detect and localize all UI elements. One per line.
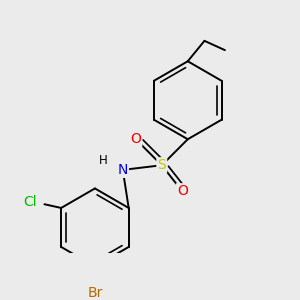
Text: N: N — [118, 163, 128, 177]
Text: O: O — [130, 132, 141, 146]
Text: H: H — [99, 154, 108, 167]
Text: O: O — [177, 184, 188, 198]
Text: Cl: Cl — [24, 195, 37, 209]
Text: Br: Br — [87, 286, 103, 300]
Text: S: S — [158, 158, 166, 172]
